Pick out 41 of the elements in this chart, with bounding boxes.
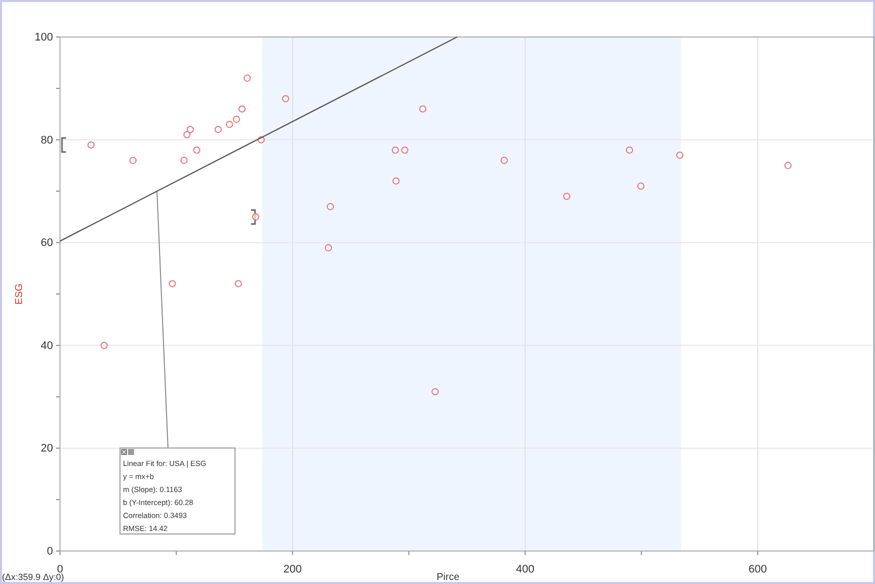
x-tick-label: 400 bbox=[516, 563, 534, 576]
point bbox=[183, 131, 191, 138]
y-tick-label: 0 bbox=[46, 546, 53, 558]
point bbox=[129, 156, 137, 164]
point bbox=[392, 177, 400, 185]
point bbox=[392, 146, 399, 154]
point bbox=[168, 280, 176, 288]
point bbox=[193, 146, 200, 154]
y-tick-label: 100 bbox=[34, 32, 53, 44]
x-axis-title: Pirce bbox=[436, 572, 460, 583]
point bbox=[87, 141, 95, 149]
point bbox=[500, 156, 508, 164]
point bbox=[563, 192, 570, 200]
y-tick-label: 20 bbox=[40, 442, 53, 455]
point bbox=[232, 116, 240, 123]
point bbox=[100, 342, 108, 349]
x-tick-label: 200 bbox=[283, 563, 302, 576]
point bbox=[401, 146, 408, 154]
point bbox=[432, 388, 439, 396]
text: (Δx:359.9 Δy:0) bbox=[2, 572, 64, 582]
point bbox=[234, 280, 242, 288]
point bbox=[326, 203, 334, 210]
point bbox=[784, 162, 792, 170]
point bbox=[419, 105, 426, 113]
point bbox=[180, 156, 188, 164]
x-tick-label: 600 bbox=[748, 563, 767, 576]
y-axis-title: ESG bbox=[14, 283, 25, 305]
point bbox=[282, 95, 290, 102]
y-tick-label: 80 bbox=[40, 134, 53, 146]
y-tick-label: 40 bbox=[40, 340, 53, 352]
point bbox=[252, 213, 260, 220]
point bbox=[637, 182, 644, 190]
y-tick-label: 60 bbox=[40, 237, 53, 250]
point bbox=[626, 146, 634, 154]
point bbox=[676, 152, 684, 159]
point bbox=[226, 120, 234, 128]
point bbox=[214, 126, 222, 134]
point bbox=[186, 126, 194, 134]
point bbox=[324, 244, 332, 252]
point bbox=[238, 105, 246, 113]
point bbox=[244, 74, 251, 82]
